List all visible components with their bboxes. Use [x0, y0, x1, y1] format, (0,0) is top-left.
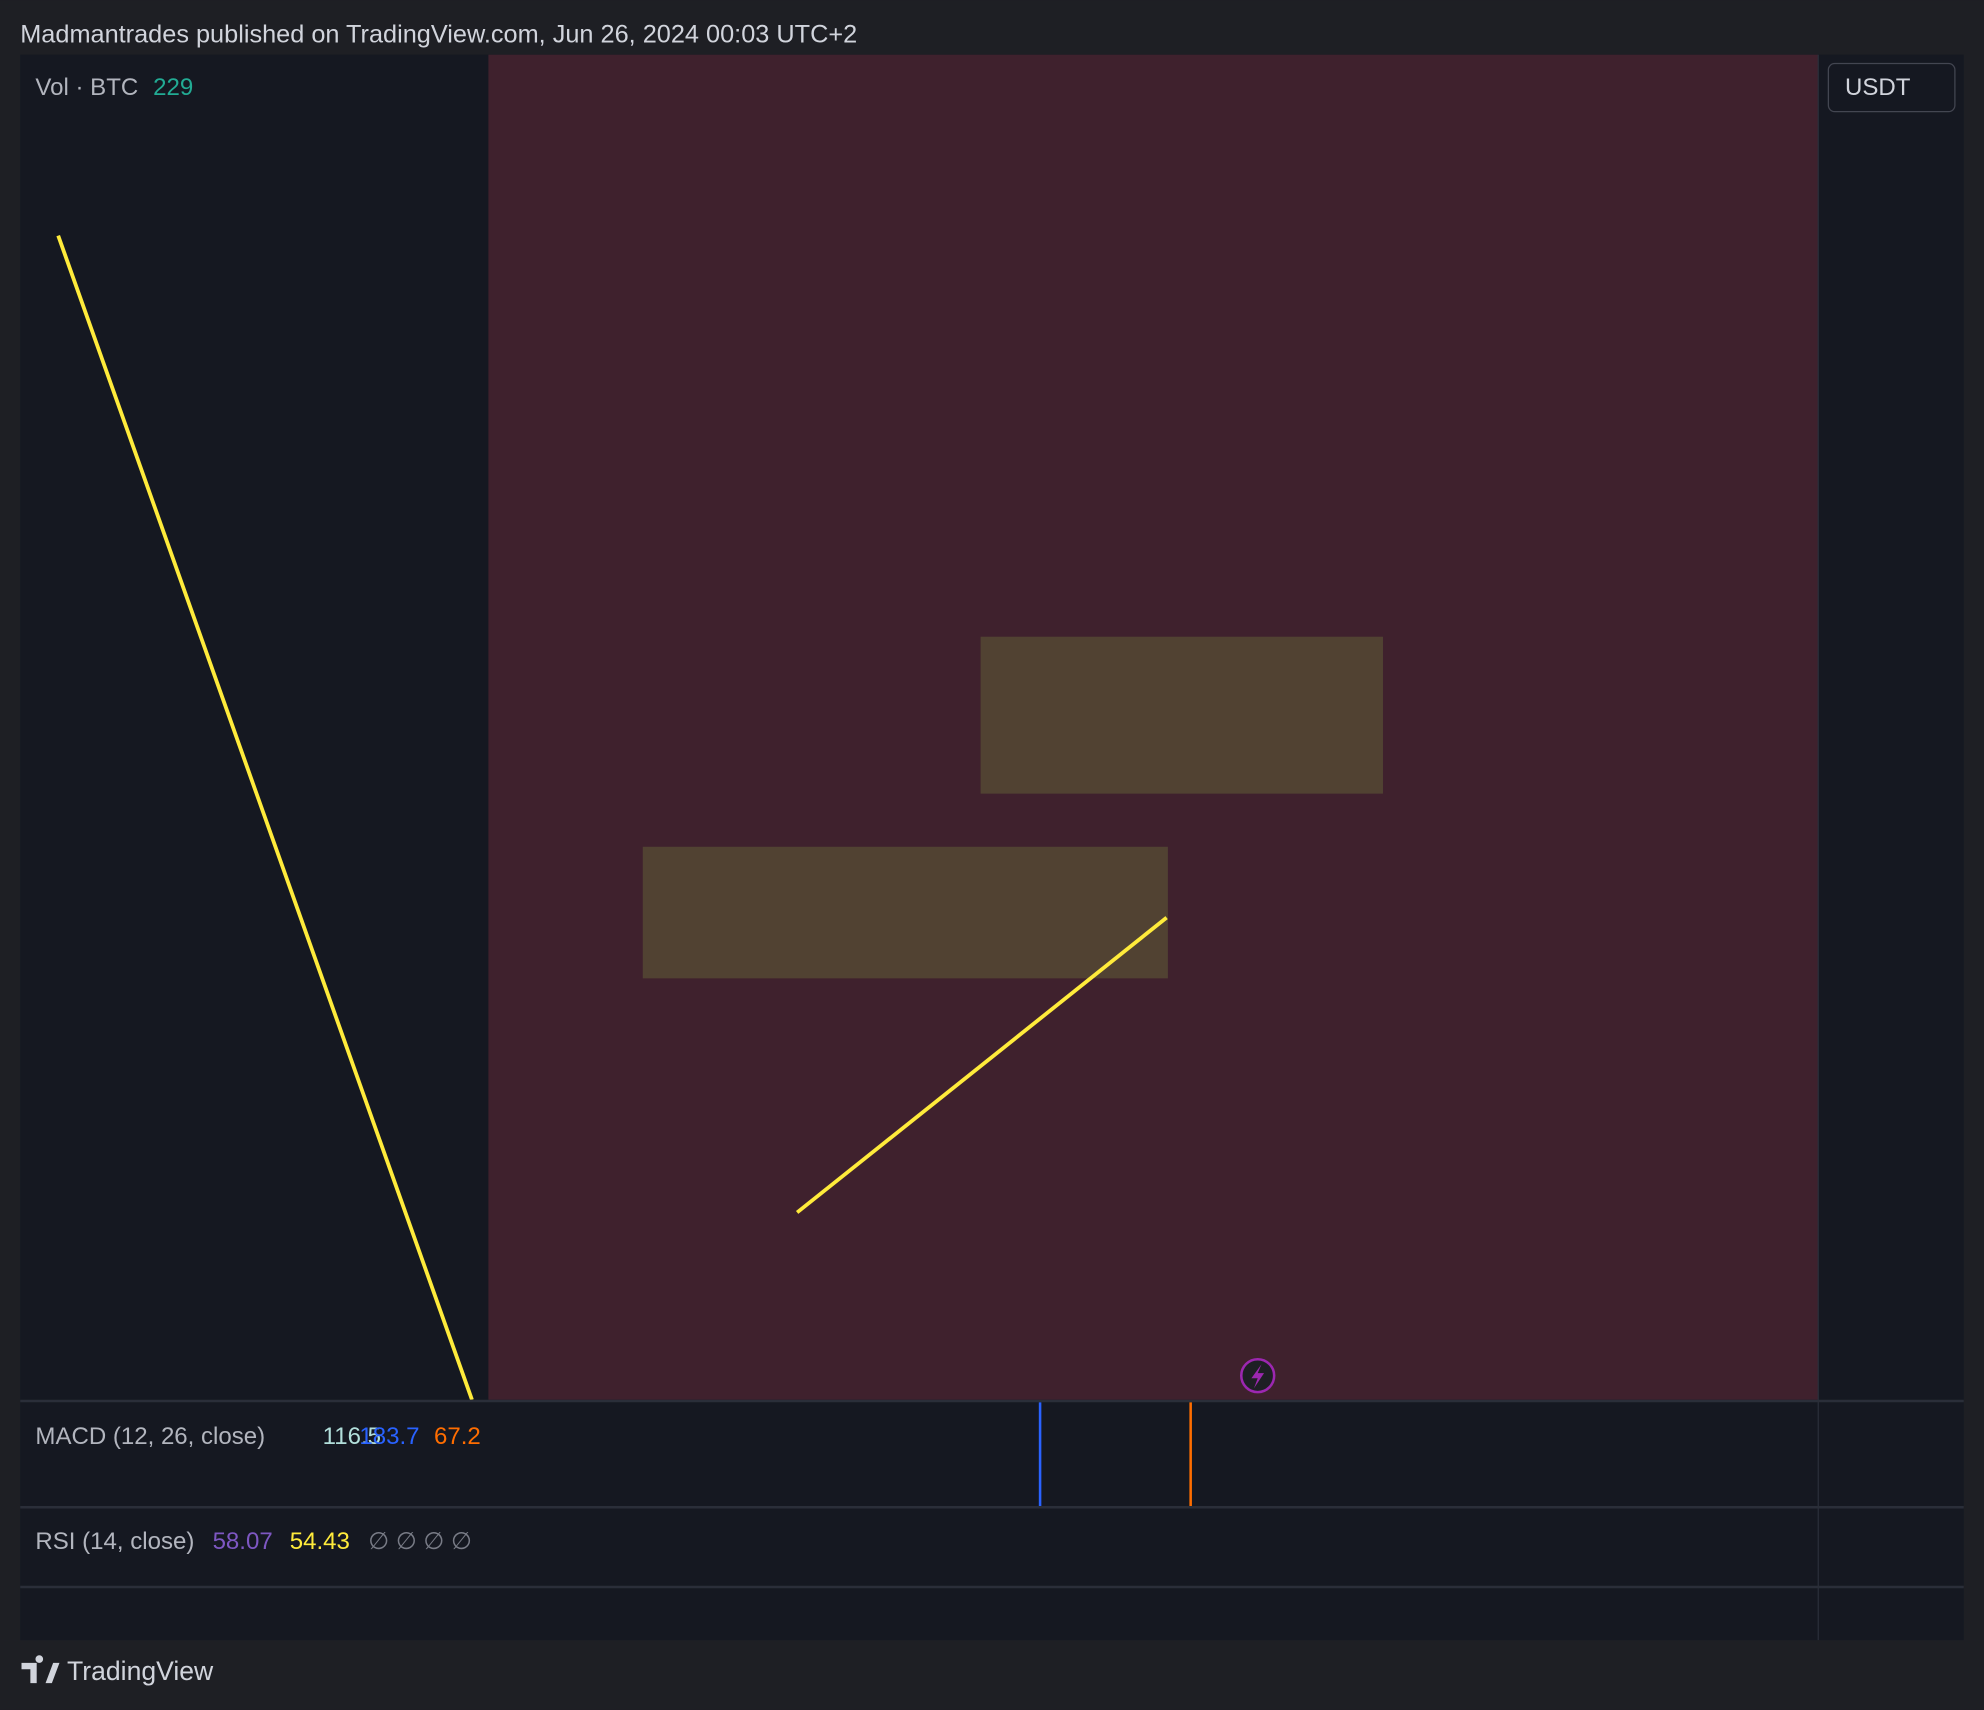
- alert-bolt[interactable]: [1251, 1364, 1265, 1389]
- logo: [21, 1655, 60, 1684]
- macd-hist-value: 116.5: [323, 1423, 381, 1450]
- macd-value: 183.7: [359, 1423, 419, 1450]
- header: Madmantrades published on TradingView.co…: [20, 20, 857, 48]
- volume-legend-value: 229: [153, 74, 193, 101]
- zone: [980, 636, 1383, 794]
- currency-button[interactable]: USDT: [1827, 62, 1956, 113]
- rsi-value: 58.07: [213, 1528, 273, 1555]
- signal-value: 67.2: [434, 1423, 481, 1450]
- session-highlight: [488, 54, 1819, 1400]
- drawings: [56, 234, 1383, 1400]
- zone: [642, 846, 1168, 979]
- brand-logo: [21, 1655, 60, 1684]
- alert-icon[interactable]: [1240, 1357, 1276, 1394]
- macd-legend: MACD (12, 26, close): [35, 1423, 265, 1450]
- rsi-na-values: ∅ ∅ ∅ ∅: [368, 1528, 472, 1555]
- macd-pane: [1038, 1402, 1192, 1506]
- brand: TradingView: [67, 1656, 214, 1686]
- rsi-ma-value: 54.43: [290, 1528, 350, 1555]
- trend-line: [56, 234, 474, 1400]
- rsi-legend: RSI (14, close): [35, 1528, 194, 1555]
- trend-line: [795, 916, 1168, 1214]
- currency-label[interactable]: USDT: [1845, 74, 1911, 101]
- currency-button-frame[interactable]: [1827, 62, 1956, 113]
- volume-legend: Vol · BTC: [35, 74, 138, 101]
